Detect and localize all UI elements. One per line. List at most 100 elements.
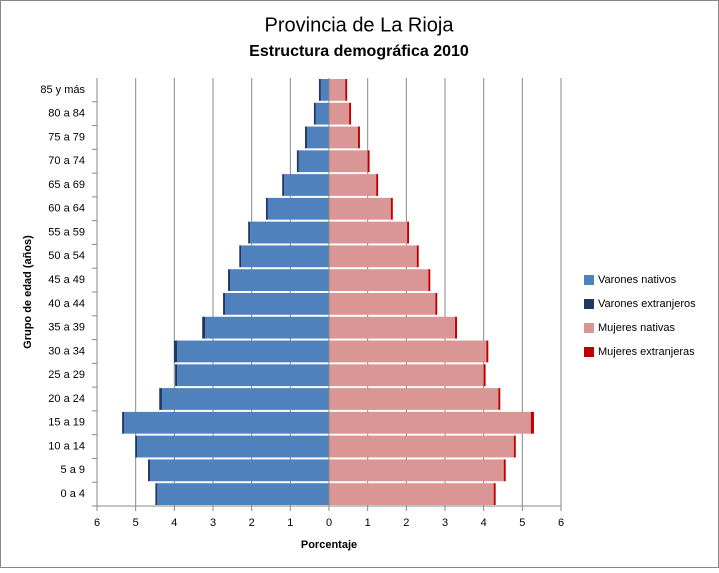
x-tick-label: 2: [403, 517, 409, 529]
y-tick-label: 25 a 29: [48, 369, 85, 381]
bar: [329, 269, 429, 291]
x-tick-label: 5: [519, 517, 525, 529]
x-tick-label: 2: [249, 517, 255, 529]
x-tick-label: 3: [210, 517, 216, 529]
bar: [241, 245, 329, 268]
bar: [329, 221, 408, 244]
y-tick-label: 65 a 69: [48, 179, 85, 191]
bar: [248, 221, 251, 244]
y-tick-label: 85 y más: [40, 84, 85, 96]
bar: [486, 340, 489, 363]
y-tick-label: 75 a 79: [48, 131, 85, 143]
legend-swatch: [584, 323, 594, 333]
y-tick-label: 80 a 84: [48, 108, 85, 120]
y-tick-label: 45 a 49: [48, 274, 85, 286]
bar: [483, 364, 486, 387]
bar: [435, 293, 438, 315]
bar: [345, 79, 348, 101]
y-tick-label: 30 a 34: [48, 345, 85, 357]
bar: [202, 316, 206, 339]
bar: [329, 79, 346, 101]
bar: [329, 316, 456, 339]
bar: [313, 102, 316, 125]
y-tick-label: 5 a 9: [61, 464, 85, 476]
bar: [329, 197, 391, 220]
bar: [329, 411, 531, 434]
bar: [161, 388, 329, 410]
bar: [367, 150, 370, 173]
legend-swatch: [584, 275, 594, 285]
bar: [329, 293, 436, 315]
bar: [318, 79, 321, 101]
bar: [329, 126, 358, 149]
bar: [155, 483, 158, 505]
bar: [320, 79, 329, 101]
bar: [416, 245, 419, 268]
legend-swatch: [584, 299, 594, 309]
bar: [148, 459, 150, 482]
bar: [329, 364, 484, 387]
legend-swatch: [584, 347, 594, 357]
x-tick-label: 3: [442, 517, 448, 529]
bar: [329, 483, 494, 505]
bar: [493, 483, 496, 505]
bar: [223, 293, 225, 315]
y-tick-label: 70 a 74: [48, 155, 85, 167]
bar: [177, 364, 329, 387]
chart-subtitle: Estructura demográfica 2010: [249, 43, 469, 60]
x-tick-label: 6: [94, 517, 100, 529]
bar: [228, 269, 231, 291]
bar: [157, 483, 329, 505]
bar: [239, 245, 242, 268]
y-tick-label: 10 a 14: [48, 440, 85, 452]
x-tick-label: 1: [365, 517, 371, 529]
y-tick-label: 55 a 59: [48, 226, 85, 238]
x-tick-label: 1: [287, 517, 293, 529]
y-tick-label: 15 a 19: [48, 417, 85, 429]
y-tick-label: 35 a 39: [48, 322, 85, 334]
bar: [135, 435, 138, 458]
bar: [530, 411, 534, 434]
bar: [137, 435, 329, 458]
bar: [177, 340, 329, 363]
x-tick-label: 5: [133, 517, 139, 529]
legend-label: Mujeres nativas: [598, 322, 676, 334]
bar: [250, 221, 329, 244]
x-tick-label: 0: [326, 517, 332, 529]
y-tick-label: 40 a 44: [48, 298, 85, 310]
legend-label: Varones nativos: [598, 274, 677, 286]
bar: [122, 411, 125, 434]
chart-title: Provincia de La Rioja: [265, 14, 455, 36]
bar: [455, 316, 457, 339]
bar: [513, 435, 516, 458]
bar: [407, 221, 410, 244]
bar: [329, 340, 487, 363]
y-tick-label: 20 a 24: [48, 393, 85, 405]
bar: [329, 435, 514, 458]
y-tick-label: 50 a 54: [48, 250, 85, 262]
x-axis-label: Porcentaje: [301, 539, 357, 551]
x-tick-label: 4: [171, 517, 177, 529]
bar: [149, 459, 329, 482]
bar: [230, 269, 329, 291]
bar: [124, 411, 329, 434]
x-tick-label: 4: [481, 517, 487, 529]
legend-label: Varones extranjeros: [598, 298, 696, 310]
bar: [175, 364, 178, 387]
bar: [224, 293, 329, 315]
bar: [329, 459, 504, 482]
x-tick-label: 6: [558, 517, 564, 529]
bar: [390, 197, 393, 220]
bar: [503, 459, 506, 482]
bar: [306, 126, 329, 149]
bar: [315, 102, 329, 125]
bar: [376, 174, 379, 196]
bar: [498, 388, 501, 410]
y-tick-label: 0 a 4: [61, 488, 85, 500]
bar: [358, 126, 360, 149]
legend-label: Mujeres extranjeras: [598, 346, 695, 358]
bar: [296, 150, 299, 173]
bar: [329, 245, 417, 268]
bar: [428, 269, 431, 291]
